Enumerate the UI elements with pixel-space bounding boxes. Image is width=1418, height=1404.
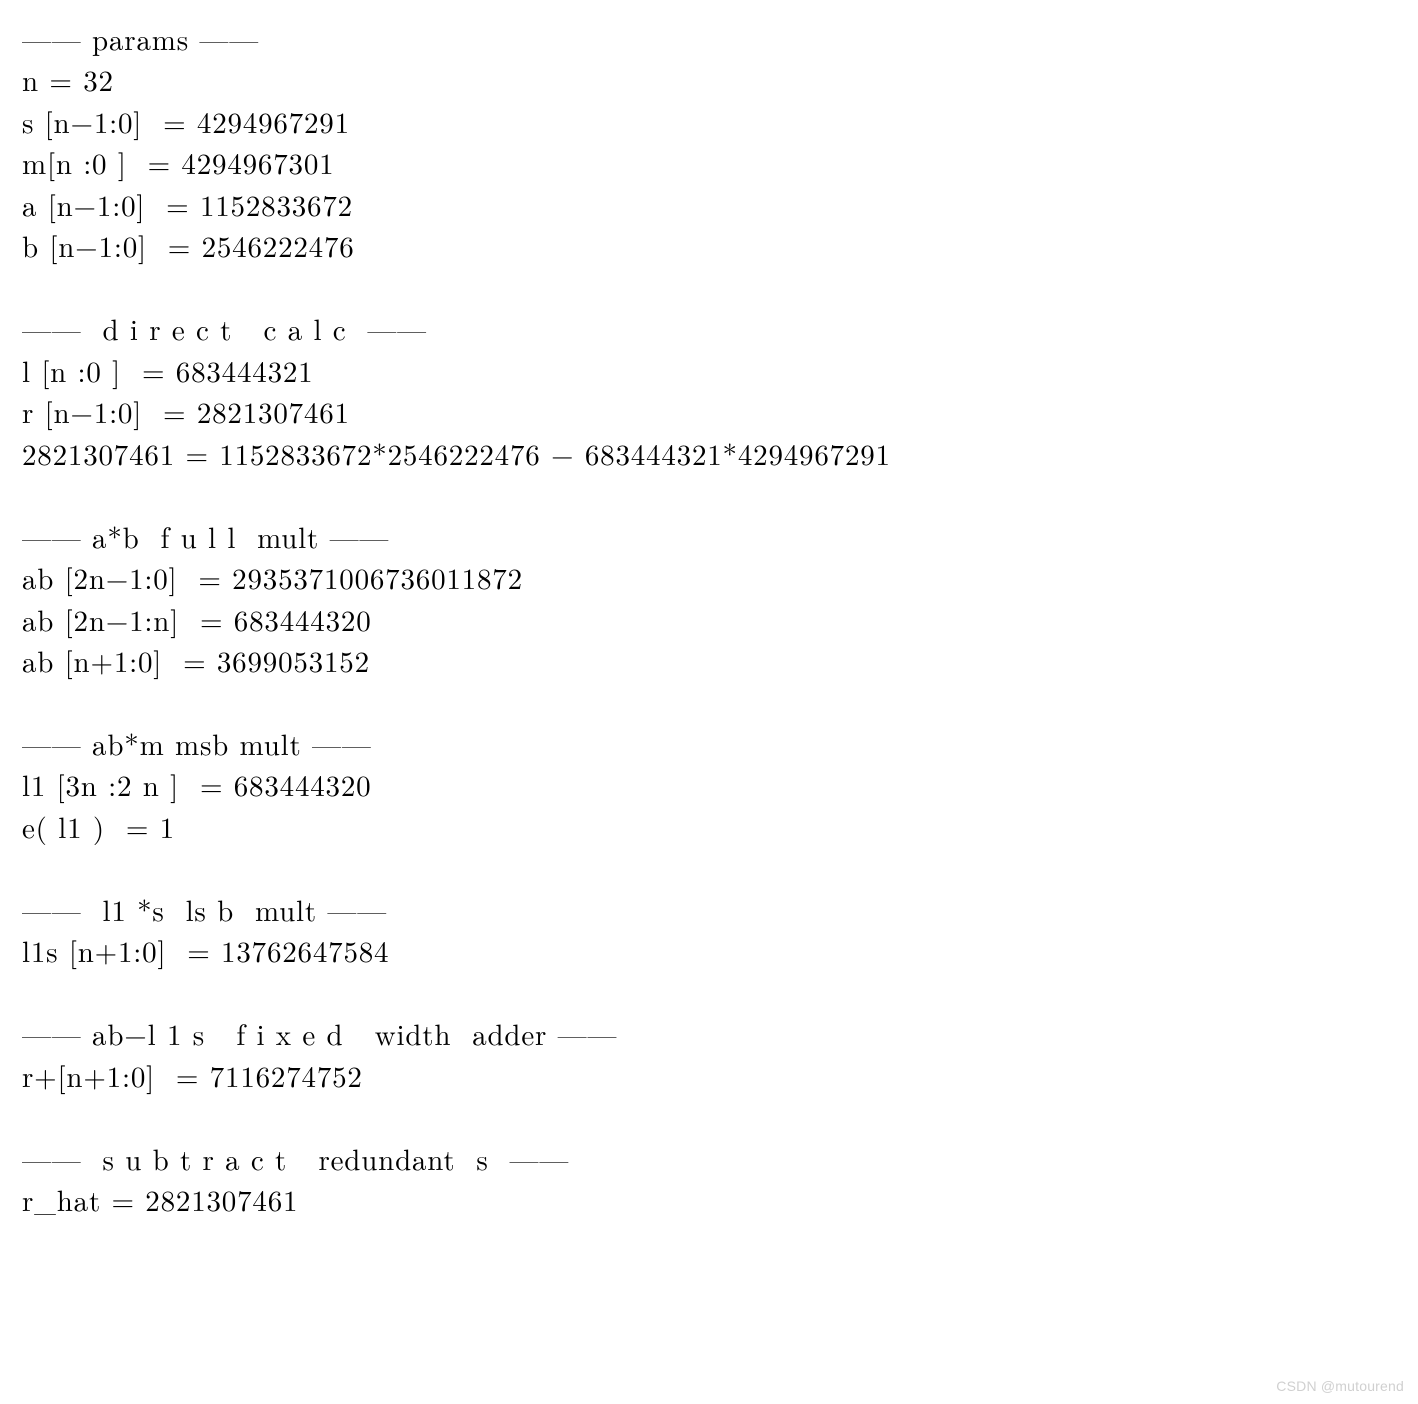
param-n: n = 32 [22, 59, 1396, 100]
blank-line [22, 847, 1396, 888]
blank-line [22, 474, 1396, 515]
ab-full: ab [2n−1:0] = 2935371006736011872 [22, 557, 1396, 598]
param-b: b [n−1:0] = 2546222476 [22, 225, 1396, 266]
section-header-ab-full-mult: —— a*b f u l l mult —— [22, 516, 1396, 557]
r-hat: r_hat = 2821307461 [22, 1179, 1396, 1220]
section-header-abm-msb-mult: —— ab*m msb mult —— [22, 723, 1396, 764]
section-header-subtract-redundant-s: —— s u b t r a c t redundant s —— [22, 1138, 1396, 1179]
blank-line [22, 682, 1396, 723]
l1: l1 [3n :2 n ] = 683444320 [22, 764, 1396, 805]
param-s: s [n−1:0] = 4294967291 [22, 101, 1396, 142]
section-header-ab-l1s-adder: —— ab−l 1 s f i x e d width adder —— [22, 1013, 1396, 1054]
l1s: l1s [n+1:0] = 13762647584 [22, 930, 1396, 971]
section-header-params: —— params —— [22, 18, 1396, 59]
section-header-direct-calc: —— d i r e c t c a l c —— [22, 308, 1396, 349]
direct-r: r [n−1:0] = 2821307461 [22, 391, 1396, 432]
blank-line [22, 1096, 1396, 1137]
watermark: CSDN @mutourend [1276, 1376, 1404, 1396]
ab-lo: ab [n+1:0] = 3699053152 [22, 640, 1396, 681]
section-header-l1s-lsb-mult: —— l1 *s ls b mult —— [22, 889, 1396, 930]
param-a: a [n−1:0] = 1152833672 [22, 184, 1396, 225]
e-l1: e( l1 ) = 1 [22, 806, 1396, 847]
r-plus: r+[n+1:0] = 7116274752 [22, 1055, 1396, 1096]
direct-l: l [n :0 ] = 683444321 [22, 350, 1396, 391]
blank-line [22, 267, 1396, 308]
blank-line [22, 972, 1396, 1013]
param-m: m[n :0 ] = 4294967301 [22, 142, 1396, 183]
direct-eq: 2821307461 = 1152833672*2546222476 − 683… [22, 433, 1396, 474]
ab-hi: ab [2n−1:n] = 683444320 [22, 599, 1396, 640]
